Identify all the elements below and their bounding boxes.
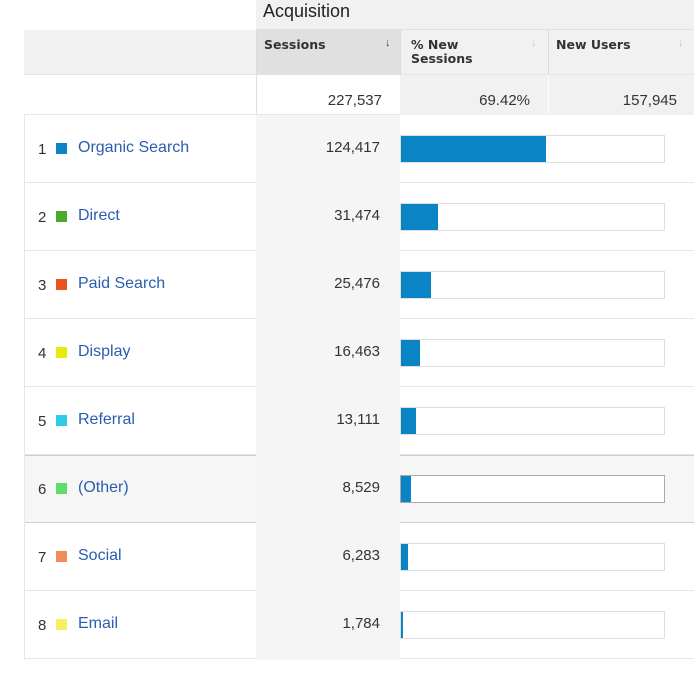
channel-color-swatch (56, 347, 67, 358)
row-number: 7 (38, 549, 47, 566)
row-number: 8 (38, 617, 47, 634)
sessions-header-label[interactable]: Sessions (264, 37, 326, 52)
pct-new-sessions-header-label[interactable]: % New Sessions (411, 38, 473, 66)
sessions-share-bar-fill (401, 612, 403, 638)
sessions-share-bar (400, 543, 665, 571)
column-divider (400, 30, 401, 115)
sessions-value: 6,283 (342, 547, 380, 564)
sort-icon[interactable]: ↓ (531, 37, 537, 49)
channel-color-swatch (56, 279, 67, 290)
channel-link[interactable]: Social (78, 547, 122, 564)
acquisition-group-header (256, 0, 694, 30)
sessions-share-bar-fill (401, 272, 431, 298)
sessions-share-bar (400, 203, 665, 231)
sessions-column-background (256, 115, 400, 660)
row-number: 1 (38, 141, 47, 158)
channel-link[interactable]: Display (78, 343, 131, 360)
row-number: 3 (38, 277, 47, 294)
sessions-value: 1,784 (342, 615, 380, 632)
sessions-value: 8,529 (342, 479, 380, 496)
column-divider (256, 30, 257, 75)
channel-color-swatch (56, 211, 67, 222)
sessions-share-bar-fill (401, 136, 546, 162)
sessions-share-bar (400, 407, 665, 435)
sort-icon[interactable]: ↓ (678, 37, 684, 49)
sessions-share-bar (400, 271, 665, 299)
channel-link[interactable]: Direct (78, 207, 120, 224)
channel-link[interactable]: Paid Search (78, 275, 166, 292)
sessions-value: 31,474 (334, 207, 380, 224)
sessions-share-bar-fill (401, 476, 411, 502)
sort-desc-icon[interactable]: ↓ (385, 37, 391, 49)
sessions-total: 227,537 (327, 92, 382, 109)
column-divider (256, 75, 257, 115)
pct-new-sessions-header-line1: % New (411, 37, 459, 52)
channel-link[interactable]: (Other) (78, 479, 129, 496)
sessions-share-bar-fill (401, 544, 408, 570)
sessions-value: 13,111 (336, 411, 380, 428)
channel-color-swatch (56, 415, 67, 426)
sessions-share-bar (400, 339, 665, 367)
sessions-share-bar-fill (401, 204, 438, 230)
acquisition-group-title: Acquisition (263, 1, 351, 21)
row-number: 5 (38, 413, 47, 430)
pct-new-sessions-total: 69.42% (479, 92, 530, 109)
sessions-value: 124,417 (325, 139, 380, 156)
sessions-share-bar-fill (401, 408, 416, 434)
sessions-share-bar (400, 135, 665, 163)
channel-color-swatch (56, 551, 67, 562)
channel-color-swatch (56, 483, 67, 494)
channel-color-swatch (56, 143, 67, 154)
sessions-share-bar (400, 611, 665, 639)
table-left-border (24, 115, 25, 660)
channel-color-swatch (56, 619, 67, 630)
row-number: 2 (38, 209, 47, 226)
pct-new-total-cell (400, 75, 548, 115)
channel-link[interactable]: Referral (78, 411, 135, 428)
pct-new-sessions-header-line2: Sessions (411, 51, 473, 66)
sessions-value: 25,476 (334, 275, 380, 292)
column-divider (548, 30, 549, 115)
row-number: 4 (38, 345, 47, 362)
new-users-total-cell (549, 75, 694, 115)
sessions-share-bar-fill (401, 340, 420, 366)
new-users-header-label[interactable]: New Users (556, 37, 631, 52)
channel-link[interactable]: Email (78, 615, 119, 632)
sessions-value: 16,463 (334, 343, 380, 360)
channel-link[interactable]: Organic Search (78, 139, 190, 156)
new-users-total: 157,945 (622, 92, 677, 109)
sessions-share-bar (400, 475, 665, 503)
sessions-column-header[interactable] (256, 30, 400, 75)
row-number: 6 (38, 481, 47, 498)
